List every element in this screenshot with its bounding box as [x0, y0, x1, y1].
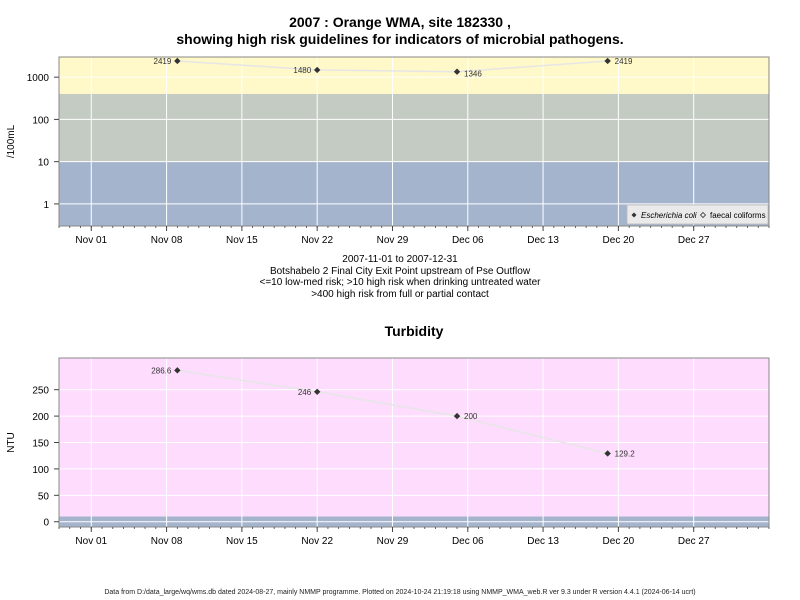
y-tick-label: 200: [32, 412, 49, 423]
legend-marker-ecoli: [631, 212, 637, 218]
risk-band: [59, 93, 769, 162]
legend-marker-faecal: [699, 211, 707, 219]
data-point: [313, 388, 321, 395]
y-tick-label: 1: [43, 200, 49, 211]
y-tick-label: 100: [32, 115, 49, 126]
data-label: 129.2: [615, 449, 636, 458]
y-tick-label: 1000: [27, 73, 50, 84]
legend-box: [626, 204, 769, 225]
data-point: [313, 66, 321, 74]
data-label: 246: [298, 388, 312, 397]
x-tick-label: Dec 20: [603, 235, 635, 246]
x-tick-label: Dec 13: [527, 235, 559, 246]
x-tick-label: Nov 01: [75, 235, 107, 246]
data-label: 2419: [615, 57, 633, 66]
x-tick-label: Dec 06: [452, 536, 484, 547]
legend: Escherichia coli faecal coliforms: [626, 204, 769, 225]
y-tick-label: 150: [32, 439, 49, 450]
data-point: [174, 57, 181, 65]
x-tick-label: Nov 01: [75, 536, 107, 547]
data-point: [604, 57, 611, 65]
y-tick-label: 10: [38, 158, 50, 169]
x-tick-label: Nov 22: [301, 536, 333, 547]
series-line: [177, 60, 608, 73]
caption-date-range: 2007-11-01 to 2007-12-31: [342, 254, 458, 265]
x-tick-label: Nov 15: [226, 235, 258, 246]
x-tick-label: Nov 22: [301, 235, 333, 246]
x-tick-label: Nov 29: [377, 235, 409, 246]
legend-label-ecoli: Escherichia coli: [641, 211, 697, 220]
x-tick-label: Dec 27: [678, 235, 710, 246]
series-line: [177, 369, 608, 455]
x-tick-label: Dec 27: [678, 536, 710, 547]
x-tick-label: Nov 29: [377, 536, 409, 547]
chart-caption: 2007-11-01 to 2007-12-31 Botshabelo 2 Fi…: [0, 254, 800, 300]
data-label: 200: [464, 412, 478, 421]
caption-risk-contact: >400 high risk from full or partial cont…: [311, 288, 489, 300]
legend-label-faecal: faecal coliforms: [710, 211, 766, 220]
x-tick-label: Nov 08: [151, 235, 183, 246]
y-tick-label: 0: [43, 518, 49, 529]
x-tick-label: Nov 15: [226, 536, 258, 547]
data-label: 286.6: [151, 366, 172, 375]
data-label: 1346: [464, 70, 482, 79]
data-label: 2419: [154, 57, 172, 66]
data-point: [604, 450, 611, 457]
caption-risk-drinking: <=10 low-med risk; >10 high risk when dr…: [259, 277, 541, 288]
y-tick-label: 100: [32, 465, 49, 476]
x-tick-label: Dec 20: [603, 536, 635, 547]
turbidity-title: Turbidity: [385, 323, 444, 339]
data-point: [174, 367, 181, 374]
x-tick-label: Dec 13: [527, 536, 559, 547]
data-label: 1480: [293, 66, 311, 75]
chart-title-line1: 2007 : Orange WMA, site 182330 ,: [289, 14, 511, 30]
microbial-chart: Nov 01 Nov 08 Nov 15 Nov 22 Nov 29 Dec 06 Dec …: [6, 56, 770, 246]
data-point: [453, 68, 461, 75]
y-axis-label: NTU: [6, 432, 17, 453]
footer-note: Data from D:/data_large/wq/wms.db dated …: [104, 589, 696, 596]
y-axis-label: /100mL: [6, 124, 17, 158]
risk-band: [59, 358, 769, 517]
y-tick-label: 250: [32, 386, 49, 397]
data-point: [453, 412, 461, 420]
x-tick-label: Dec 06: [452, 235, 484, 246]
y-tick-label: 50: [38, 491, 50, 502]
x-tick-label: Nov 08: [151, 536, 183, 547]
chart-title-line2: showing high risk guidelines for indicat…: [176, 31, 624, 47]
caption-site: Botshabelo 2 Final City Exit Point upstr…: [269, 265, 531, 277]
